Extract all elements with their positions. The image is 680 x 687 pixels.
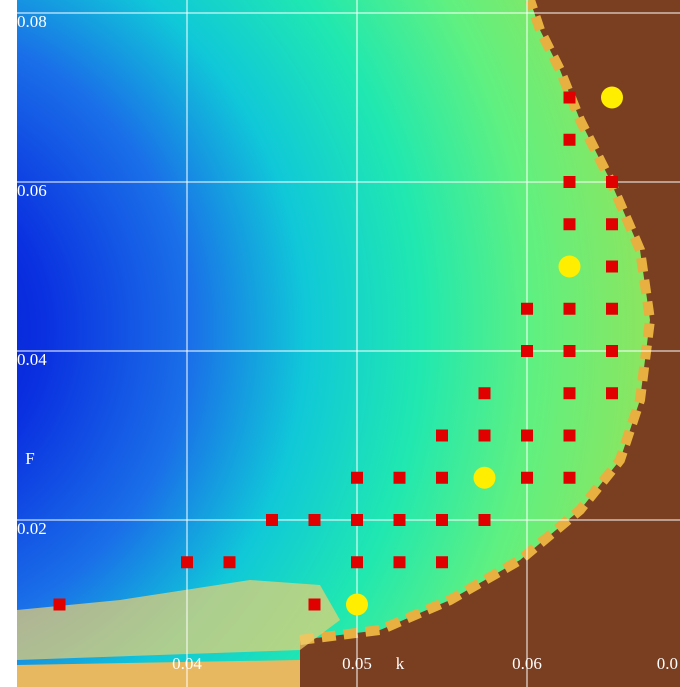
y-tick-label: 0.08 [17,12,47,31]
point [53,598,66,611]
point [478,387,491,400]
point [606,260,618,273]
y-axis-label: F [25,449,34,468]
x-tick-label: 0.05 [342,654,372,673]
background [17,0,680,687]
point [351,471,363,484]
y-tick-label: 0.02 [17,519,47,538]
point [601,86,623,109]
point [563,429,576,442]
point [563,345,576,357]
point [606,302,618,315]
x-tick-label: 0.06 [512,654,542,673]
point [606,218,618,231]
point [473,466,496,489]
point [308,514,321,526]
point [393,514,406,526]
point [478,429,491,442]
point [436,471,448,484]
point [346,593,368,616]
y-tick-label: 0.06 [17,181,47,200]
point [478,514,491,526]
point [563,218,576,231]
x-axis-label: k [396,654,405,673]
point [563,471,576,484]
point [558,255,581,278]
y-tick-label: 0.04 [17,350,47,369]
point [521,345,533,357]
point [436,556,448,569]
point [521,471,533,484]
point [563,387,576,400]
point [563,133,576,146]
x-tick-label: 0.0 [657,654,678,673]
point [563,302,576,315]
point [563,91,576,104]
point [563,176,576,188]
point [436,514,448,526]
point [308,598,321,611]
point [606,387,618,400]
point [606,345,618,357]
point [393,556,406,569]
point [393,471,406,484]
point [521,429,533,442]
point [351,556,363,569]
point [223,556,236,569]
x-tick-label: 0.04 [172,654,202,673]
point [436,429,448,442]
point [606,176,618,188]
point [181,556,193,569]
point [266,514,278,526]
point [351,514,363,526]
point [521,302,533,315]
